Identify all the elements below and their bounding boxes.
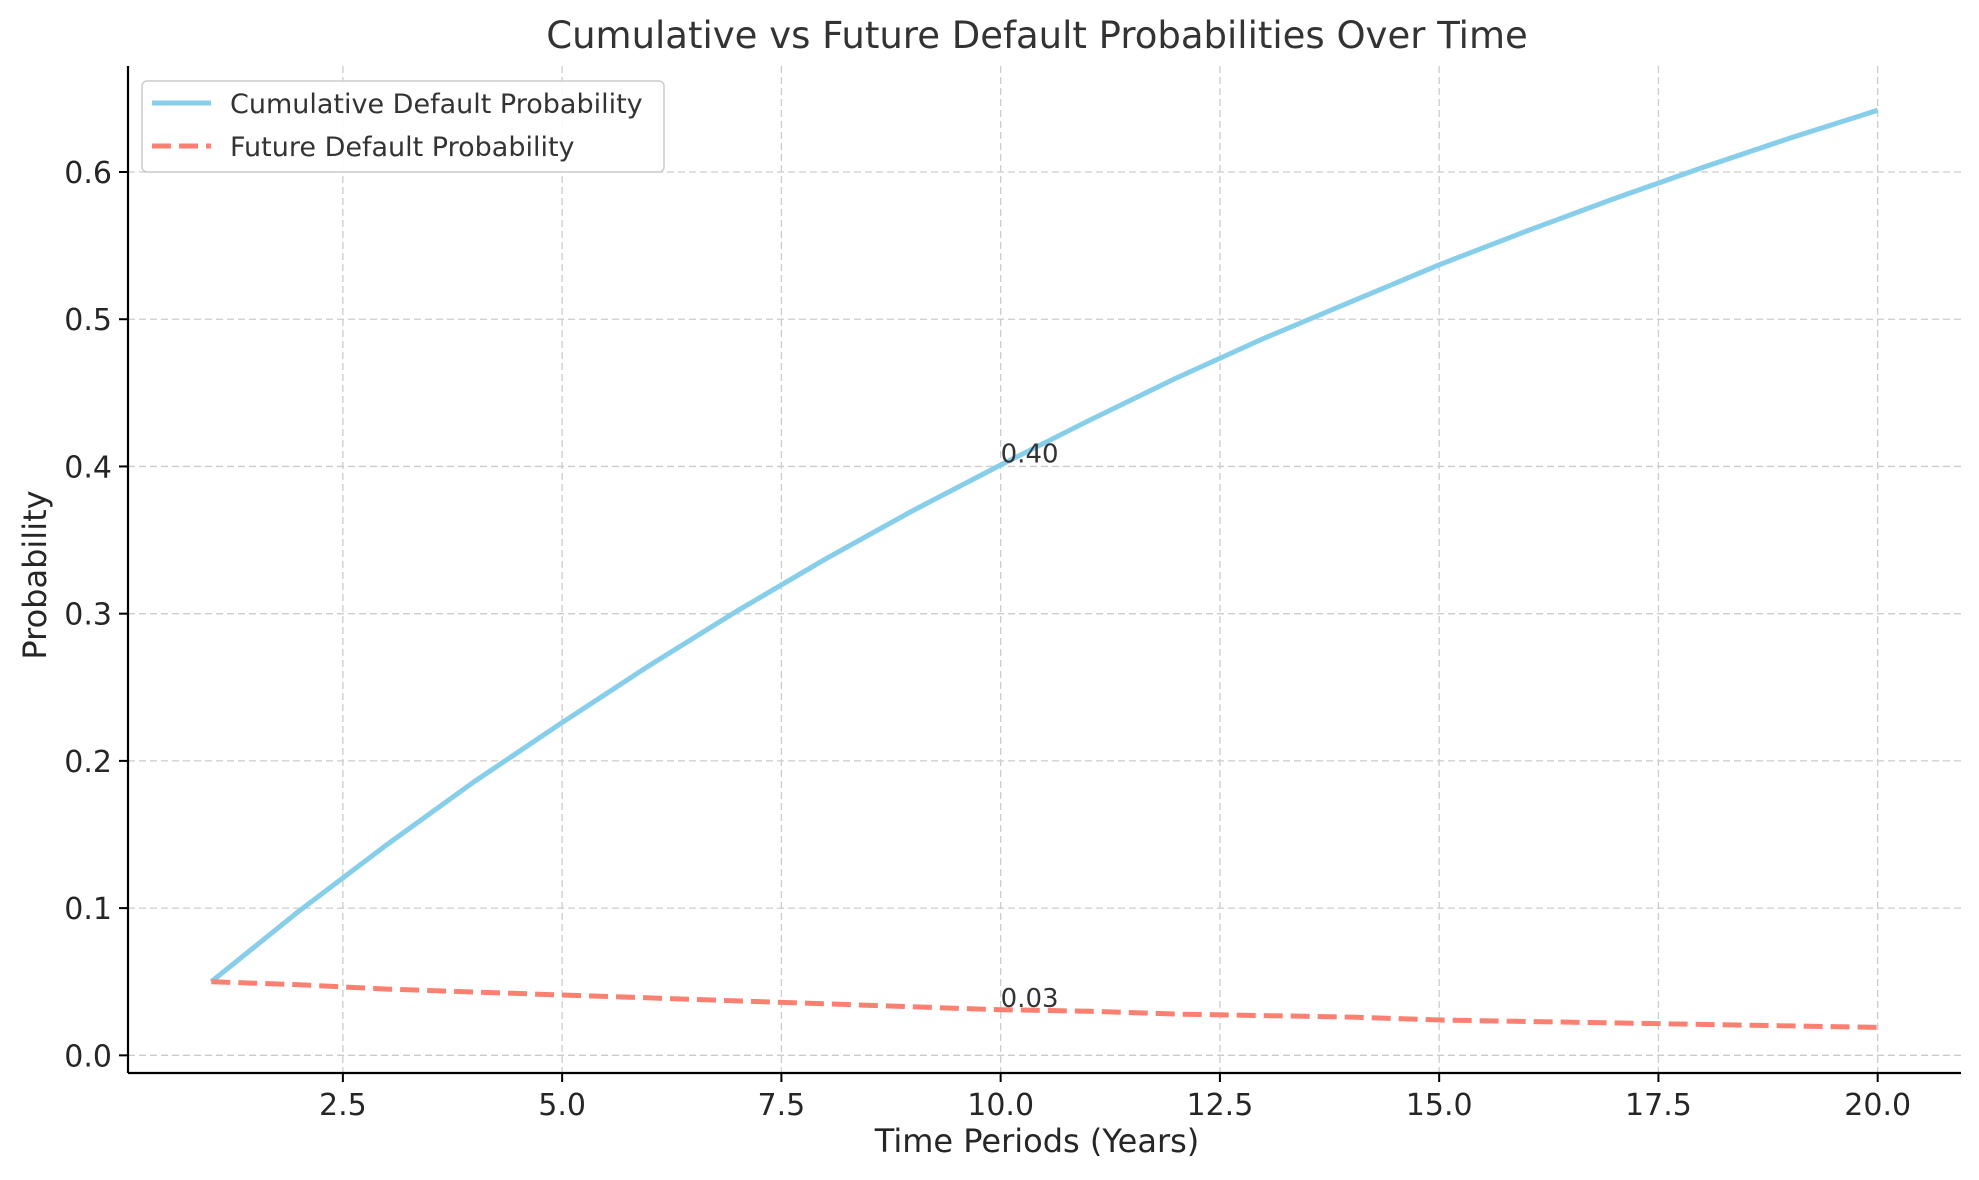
data-annotations: 0.40 0.03 [1001, 439, 1059, 1014]
y-tick-label: 0.3 [64, 598, 112, 633]
x-tick-label: 5.0 [538, 1088, 586, 1123]
series-line-future [211, 979, 1878, 1030]
grid-lines [128, 66, 1961, 1073]
series-line-cumulative [209, 107, 1879, 984]
y-tick-label: 0.5 [64, 303, 112, 338]
series-lines [209, 107, 1879, 1030]
x-tick-label: 7.5 [758, 1088, 806, 1123]
chart-title: Cumulative vs Future Default Probabiliti… [546, 14, 1528, 57]
y-axis-label: Probability [16, 490, 54, 659]
x-tick-label: 15.0 [1406, 1088, 1473, 1123]
x-tick-label: 2.5 [319, 1088, 367, 1123]
y-tick-label: 0.6 [64, 156, 112, 191]
y-tick-label: 0.2 [64, 745, 112, 780]
legend: Cumulative Default Probability Future De… [141, 80, 665, 173]
y-axis-ticks: 0.0 0.1 0.2 0.3 0.4 0.5 0.6 [64, 156, 128, 1074]
y-tick-label: 0.4 [64, 450, 112, 485]
x-tick-label: 10.0 [967, 1088, 1034, 1123]
y-tick-label: 0.1 [64, 892, 112, 927]
x-tick-label: 12.5 [1187, 1088, 1254, 1123]
axes [126, 66, 1961, 1075]
legend-frame [141, 80, 665, 173]
x-axis-ticks: 2.5 5.0 7.5 10.0 12.5 15.0 17.5 20.0 [319, 1073, 1911, 1123]
y-tick-label: 0.0 [64, 1039, 112, 1074]
x-tick-label: 17.5 [1625, 1088, 1692, 1123]
x-axis-label: Time Periods (Years) [874, 1122, 1200, 1160]
legend-label-future: Future Default Probability [230, 132, 575, 163]
legend-label-cumulative: Cumulative Default Probability [230, 89, 643, 120]
data-annotation: 0.40 [1001, 439, 1059, 469]
x-tick-label: 20.0 [1844, 1088, 1911, 1123]
data-annotation: 0.03 [1001, 984, 1059, 1014]
